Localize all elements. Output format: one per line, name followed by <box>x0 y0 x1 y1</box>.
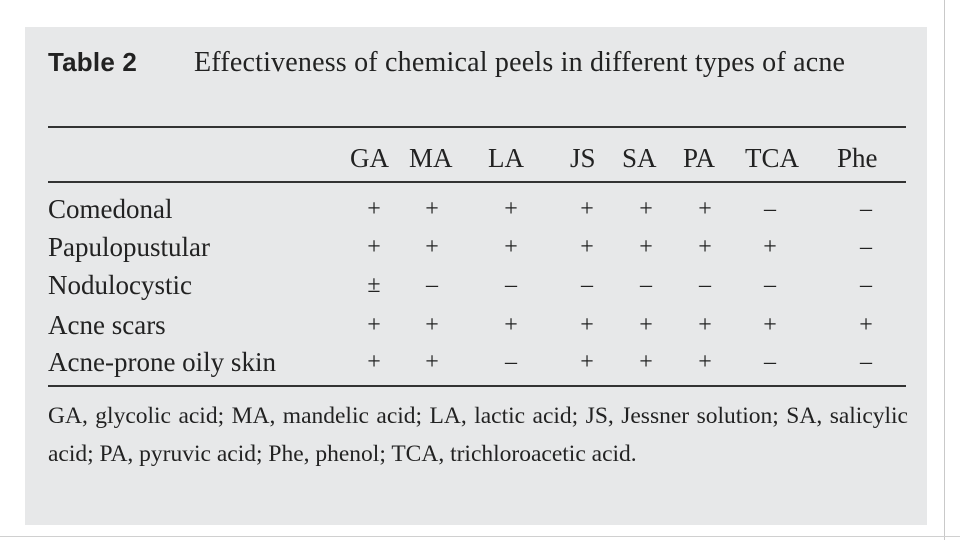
table-label: Table 2 <box>48 47 138 77</box>
table-cell: + <box>425 234 439 260</box>
slide-bottom-edge <box>0 536 960 537</box>
table-cell: ± <box>367 272 381 298</box>
table-cell: – <box>764 349 776 375</box>
table-cell: + <box>698 234 712 260</box>
table-title: Effectiveness of chemical peels in diffe… <box>194 47 846 78</box>
table-cell: + <box>580 312 594 338</box>
table-cell: + <box>367 312 381 338</box>
column-header-sa: SA <box>622 143 657 173</box>
table-cell: + <box>763 312 777 338</box>
table-cell: + <box>763 234 777 260</box>
table-cell: + <box>367 196 381 222</box>
table-cell: + <box>367 234 381 260</box>
table-cell: – <box>860 349 872 375</box>
table-footnote: GA, glycolic acid; MA, mandelic acid; LA… <box>48 403 908 467</box>
table-cell: + <box>580 349 594 375</box>
table-cell: + <box>698 312 712 338</box>
table-cell: + <box>639 196 653 222</box>
table-cell: – <box>764 196 776 222</box>
table-cell: – <box>699 272 711 298</box>
row-label: Papulopustular <box>48 232 210 262</box>
table-cell: – <box>581 272 593 298</box>
column-header-pa: PA <box>683 143 716 173</box>
column-header-phe: Phe <box>837 143 878 173</box>
row-label: Nodulocystic <box>48 270 192 300</box>
column-header-ma: MA <box>409 143 453 173</box>
row-label: Acne-prone oily skin <box>48 347 276 377</box>
column-header-js: JS <box>570 143 596 173</box>
table-cell: + <box>639 349 653 375</box>
table-cell: + <box>504 234 518 260</box>
table-cell: – <box>764 272 776 298</box>
table-cell: – <box>860 234 872 260</box>
table-cell: – <box>505 272 517 298</box>
table-cell: + <box>580 234 594 260</box>
table-cell: + <box>580 196 594 222</box>
table-cell: + <box>425 196 439 222</box>
table-panel: Table 2 Effectiveness of chemical peels i… <box>25 27 927 525</box>
slide-right-edge <box>944 0 945 540</box>
row-label: Acne scars <box>48 310 166 340</box>
table-cell: + <box>698 196 712 222</box>
table-cell: – <box>426 272 438 298</box>
table-cell: – <box>860 272 872 298</box>
top-rule <box>48 126 906 128</box>
table-cell: + <box>425 349 439 375</box>
column-header-ga: GA <box>350 143 389 173</box>
table-cell: + <box>639 312 653 338</box>
table-cell: + <box>425 312 439 338</box>
table-cell: – <box>640 272 652 298</box>
table-cell: + <box>639 234 653 260</box>
header-rule <box>48 181 906 183</box>
column-header-tca: TCA <box>745 143 799 173</box>
table-cell: + <box>367 349 381 375</box>
table-caption: Table 2 Effectiveness of chemical peels i… <box>48 44 908 81</box>
table-cell: + <box>504 312 518 338</box>
table-cell: + <box>698 349 712 375</box>
table-cell: – <box>505 349 517 375</box>
table-cell: + <box>504 196 518 222</box>
table-cell: – <box>860 196 872 222</box>
table-cell: + <box>859 312 873 338</box>
column-header-la: LA <box>488 143 524 173</box>
row-label: Comedonal <box>48 194 173 224</box>
bottom-rule <box>48 385 906 387</box>
